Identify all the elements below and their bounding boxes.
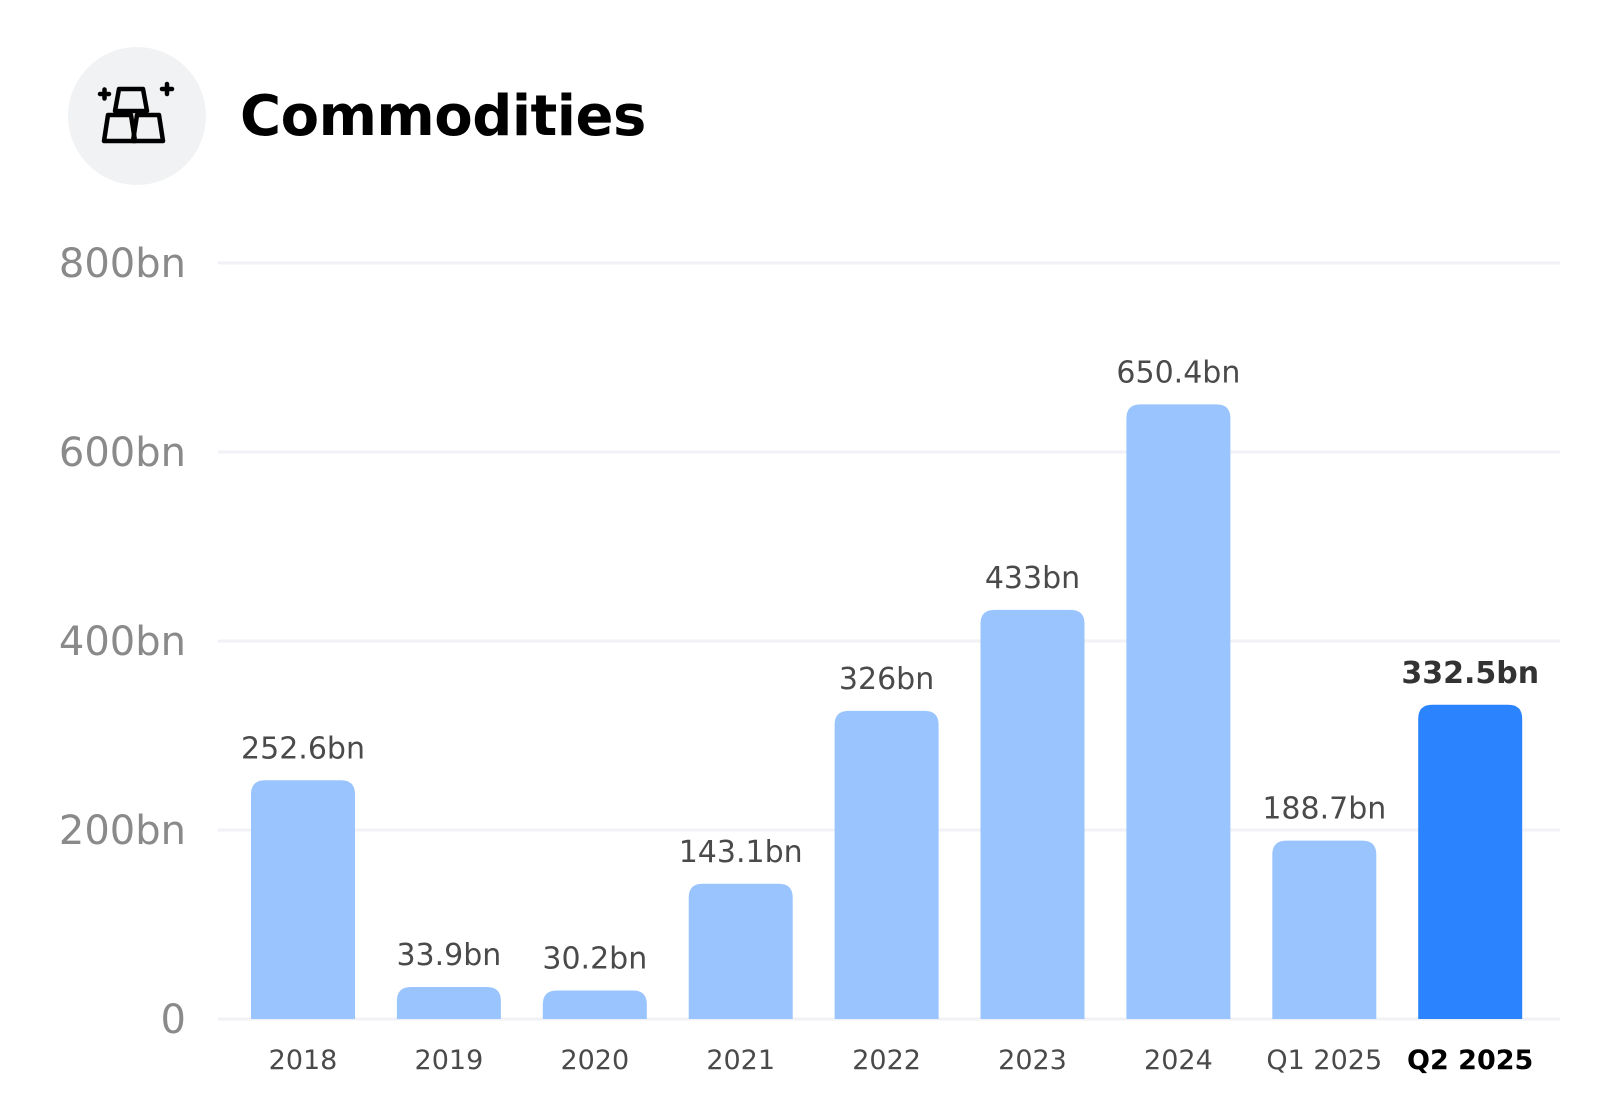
y-tick-label: 400bn [59, 619, 186, 665]
bar-q2-2025 [1418, 704, 1523, 1019]
x-tick-label: 2021 [706, 1045, 775, 1076]
x-tick-label: 2023 [998, 1045, 1067, 1076]
x-axis-labels: 2018 2019 2020 2021 2022 2023 2024 Q1 2025 Q2 20… [269, 1045, 1534, 1076]
y-axis-ticks: 0 200bn 400bn 600bn 800bn [59, 241, 186, 1043]
x-tick-label: Q1 2025 [1266, 1045, 1382, 1076]
y-tick-label: 0 [161, 997, 186, 1043]
x-tick-label: 2020 [560, 1045, 629, 1076]
x-tick-label: Q2 2025 [1407, 1045, 1533, 1076]
value-label: 332.5bn [1401, 656, 1539, 691]
bar-2021 [688, 883, 793, 1019]
value-labels: 252.6bn 33.9bn 30.2bn 143.1bn 326bn 433bn 650.… [241, 355, 1539, 976]
value-label: 433bn [985, 561, 1080, 596]
value-label: 188.7bn [1262, 792, 1386, 827]
bar-q1-2025 [1272, 840, 1377, 1019]
x-tick-label: 2024 [1144, 1045, 1213, 1076]
y-tick-label: 600bn [59, 430, 186, 476]
value-label: 33.9bn [396, 938, 501, 973]
value-label: 326bn [839, 662, 934, 697]
x-tick-label: 2019 [415, 1045, 484, 1076]
icon-badge [68, 47, 206, 185]
bar-2022 [834, 710, 939, 1019]
bars [251, 404, 1523, 1019]
bar-2018 [251, 780, 355, 1019]
gold-bars-icon [97, 81, 175, 144]
value-label: 30.2bn [542, 941, 647, 976]
bar-2024 [1126, 404, 1231, 1019]
value-label: 650.4bn [1116, 355, 1240, 390]
value-label: 143.1bn [679, 835, 803, 870]
page-title: Commodities [240, 83, 646, 149]
bar-2020 [542, 990, 647, 1019]
y-tick-label: 800bn [59, 241, 186, 287]
chart-header: Commodities [68, 47, 646, 185]
x-tick-label: 2022 [852, 1045, 921, 1076]
y-tick-label: 200bn [59, 808, 186, 854]
x-tick-label: 2018 [269, 1045, 338, 1076]
bar-2023 [980, 609, 1085, 1019]
value-label: 252.6bn [241, 731, 365, 766]
bar-2019 [396, 986, 501, 1019]
